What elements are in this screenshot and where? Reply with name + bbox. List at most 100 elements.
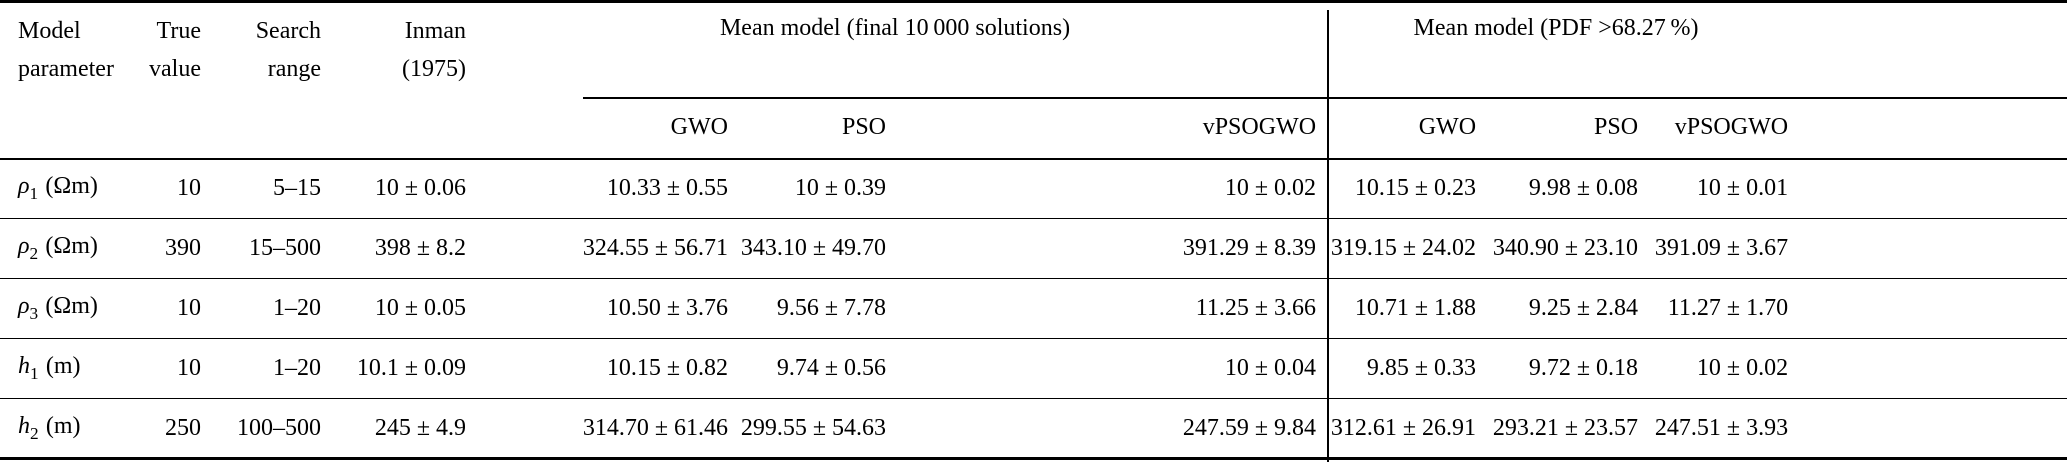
spacer-cell xyxy=(1792,398,2067,460)
g1-pso-cell: 9.56 ± 7.78 xyxy=(732,278,890,339)
header-line: Inman xyxy=(404,17,466,44)
param-cell: h2 (m) xyxy=(0,398,130,460)
header-row-sub: GWO PSO vPSOGWO GWO PSO vPSOGWO xyxy=(0,96,2067,160)
param-symbol: ρ xyxy=(18,293,30,320)
g1-gwo-cell: 314.70 ± 61.46 xyxy=(470,398,732,460)
group-header-underline-rule xyxy=(583,97,2067,99)
group-divider-line xyxy=(1327,10,1329,462)
table-row-h2: h2 (m) 250 100–500 245 ± 4.9 314.70 ± 61.… xyxy=(0,398,2067,460)
col-header-true-value: True value xyxy=(130,2,205,97)
g2-gwo-cell: 9.85 ± 0.33 xyxy=(1320,338,1481,399)
header-line: True xyxy=(156,17,201,44)
param-symbol: ρ xyxy=(18,173,30,200)
inman-cell: 398 ± 8.2 xyxy=(325,218,470,279)
g1-pso-cell: 10 ± 0.39 xyxy=(732,158,890,219)
g1-gwo-cell: 10.50 ± 3.76 xyxy=(470,278,732,339)
header-line: (1975) xyxy=(402,55,466,82)
param-subscript: 1 xyxy=(30,363,39,383)
g1-vpsogwo-cell: 11.25 ± 3.66 xyxy=(890,278,1321,339)
subcol-header-pso-2: PSO xyxy=(1480,96,1643,160)
g2-vpsogwo-cell: 10 ± 0.02 xyxy=(1642,338,1793,399)
header-line: range xyxy=(267,55,321,82)
param-cell: ρ1 (Ωm) xyxy=(0,158,130,219)
inman-cell: 10 ± 0.06 xyxy=(325,158,470,219)
subcol-header-vpsogwo-1: vPSOGWO xyxy=(890,96,1321,160)
true-value-cell: 390 xyxy=(130,218,205,279)
table-row-rho2: ρ2 (Ωm) 390 15–500 398 ± 8.2 324.55 ± 56.… xyxy=(0,218,2067,279)
g1-vpsogwo-cell: 391.29 ± 8.39 xyxy=(890,218,1321,279)
g1-pso-cell: 9.74 ± 0.56 xyxy=(732,338,890,399)
param-symbol: h xyxy=(18,353,30,380)
header-line: parameter xyxy=(18,55,114,82)
param-subscript: 3 xyxy=(29,303,39,323)
true-value-cell: 10 xyxy=(130,278,205,339)
g2-pso-cell: 9.98 ± 0.08 xyxy=(1480,158,1643,219)
spacer-cell xyxy=(1792,158,2067,219)
col-header-inman-1975: Inman (1975) xyxy=(325,2,470,97)
param-cell: h1 (m) xyxy=(0,338,130,399)
table-row-h1: h1 (m) 10 1–20 10.1 ± 0.09 10.15 ± 0.82 9… xyxy=(0,338,2067,399)
param-unit: (Ωm) xyxy=(45,173,98,200)
spacer-cell xyxy=(1792,338,2067,399)
g2-pso-cell: 293.21 ± 23.57 xyxy=(1480,398,1643,460)
subcol-header-vpsogwo-2: vPSOGWO xyxy=(1642,96,1793,160)
spacer-cell xyxy=(1792,218,2067,279)
g1-gwo-cell: 10.33 ± 0.55 xyxy=(470,158,732,219)
spacer-cell xyxy=(205,96,325,160)
g1-gwo-cell: 324.55 ± 56.71 xyxy=(470,218,732,279)
param-unit: (m) xyxy=(45,353,81,380)
g2-gwo-cell: 10.71 ± 1.88 xyxy=(1320,278,1481,339)
subcol-header-pso-1: PSO xyxy=(732,96,890,160)
search-range-cell: 1–20 xyxy=(205,338,325,399)
group-header-pdf-6827: Mean model (PDF >68.27 %) xyxy=(1413,15,1699,41)
param-cell: ρ3 (Ωm) xyxy=(0,278,130,339)
results-table: Model parameter True value Search range … xyxy=(0,0,2067,460)
spacer-cell xyxy=(1792,2,2067,97)
true-value-cell: 10 xyxy=(130,158,205,219)
param-unit: (m) xyxy=(45,412,81,439)
search-range-cell: 100–500 xyxy=(205,398,325,460)
param-subscript: 1 xyxy=(29,184,39,204)
inman-cell: 245 ± 4.9 xyxy=(325,398,470,460)
g2-vpsogwo-cell: 391.09 ± 3.67 xyxy=(1642,218,1793,279)
g2-pso-cell: 340.90 ± 23.10 xyxy=(1480,218,1643,279)
g2-gwo-cell: 319.15 ± 24.02 xyxy=(1320,218,1481,279)
param-symbol: h xyxy=(18,412,30,439)
search-range-cell: 5–15 xyxy=(205,158,325,219)
g2-vpsogwo-cell: 247.51 ± 3.93 xyxy=(1642,398,1793,460)
spacer-cell xyxy=(130,96,205,160)
g1-pso-cell: 299.55 ± 54.63 xyxy=(732,398,890,460)
col-header-search-range: Search range xyxy=(205,2,325,97)
param-subscript: 2 xyxy=(29,243,39,263)
g2-gwo-cell: 10.15 ± 0.23 xyxy=(1320,158,1481,219)
subcol-header-gwo-1: GWO xyxy=(470,96,732,160)
param-unit: (Ωm) xyxy=(45,233,98,260)
param-unit: (Ωm) xyxy=(45,293,98,320)
g1-vpsogwo-cell: 247.59 ± 9.84 xyxy=(890,398,1321,460)
spacer-cell xyxy=(325,96,470,160)
spacer-cell xyxy=(1792,278,2067,339)
group-header-final-solutions: Mean model (final 10 000 solutions) xyxy=(719,15,1071,41)
col-header-model-parameter: Model parameter xyxy=(0,2,130,97)
header-row-top: Model parameter True value Search range … xyxy=(0,2,2067,97)
g1-vpsogwo-cell: 10 ± 0.04 xyxy=(890,338,1321,399)
table-row-rho1: ρ1 (Ωm) 10 5–15 10 ± 0.06 10.33 ± 0.55 10… xyxy=(0,158,2067,219)
header-line: value xyxy=(149,55,201,82)
true-value-cell: 10 xyxy=(130,338,205,399)
g2-vpsogwo-cell: 10 ± 0.01 xyxy=(1642,158,1793,219)
g1-vpsogwo-cell: 10 ± 0.02 xyxy=(890,158,1321,219)
search-range-cell: 1–20 xyxy=(205,278,325,339)
g2-pso-cell: 9.72 ± 0.18 xyxy=(1480,338,1643,399)
inman-cell: 10 ± 0.05 xyxy=(325,278,470,339)
param-symbol: ρ xyxy=(18,233,30,260)
spacer-cell xyxy=(1792,96,2067,160)
param-cell: ρ2 (Ωm) xyxy=(0,218,130,279)
param-subscript: 2 xyxy=(30,423,39,443)
g2-pso-cell: 9.25 ± 2.84 xyxy=(1480,278,1643,339)
search-range-cell: 15–500 xyxy=(205,218,325,279)
g1-gwo-cell: 10.15 ± 0.82 xyxy=(470,338,732,399)
header-line: Search xyxy=(255,17,321,44)
table-row-rho3: ρ3 (Ωm) 10 1–20 10 ± 0.05 10.50 ± 3.76 9.… xyxy=(0,278,2067,339)
g2-gwo-cell: 312.61 ± 26.91 xyxy=(1320,398,1481,460)
